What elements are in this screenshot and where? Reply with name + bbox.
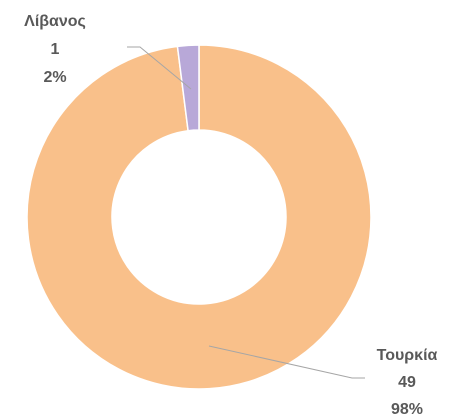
slice <box>176 44 200 132</box>
slice-label: Τουρκία <box>377 347 438 364</box>
slices <box>26 44 372 390</box>
value-label: 49 <box>398 374 416 391</box>
slice <box>26 44 372 390</box>
leader-line <box>208 345 365 379</box>
slice-label: Λίβανος <box>24 13 86 30</box>
percent-label: 98% <box>391 401 423 418</box>
value-label: 1 <box>51 41 60 58</box>
percent-label: 2% <box>43 69 66 86</box>
leader-line <box>127 46 192 90</box>
